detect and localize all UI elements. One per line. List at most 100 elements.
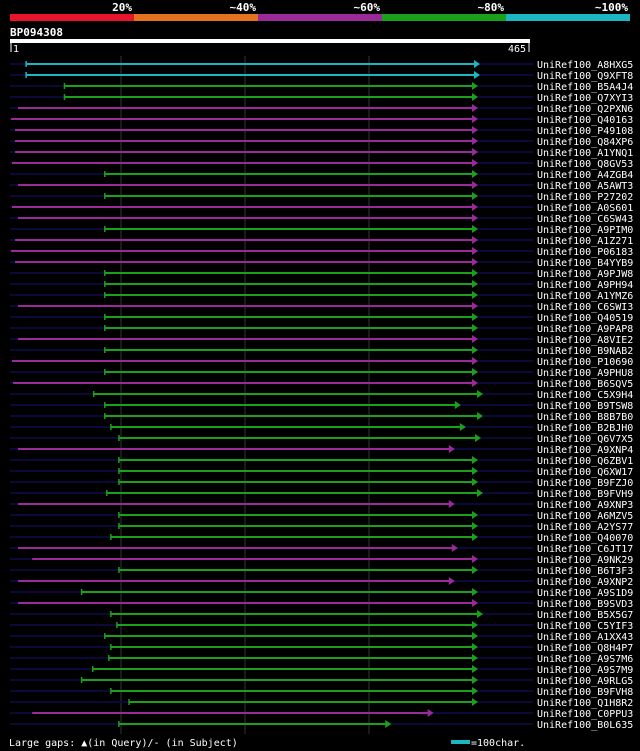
hit-label[interactable]: UniRef100_C5X9H4 (537, 390, 633, 401)
hit-row[interactable]: UniRef100_A9PAP8 (10, 324, 633, 335)
hit-row[interactable]: UniRef100_A9PH94 (10, 280, 633, 291)
hit-row[interactable]: UniRef100_B9FVH9 (10, 489, 633, 500)
hit-row[interactable]: UniRef100_P49108 (10, 126, 633, 137)
hit-row[interactable]: UniRef100_B9FZJ0 (10, 478, 633, 489)
hit-label[interactable]: UniRef100_A1Z271 (537, 236, 633, 247)
hit-row[interactable]: UniRef100_Q6V7X5 (10, 434, 633, 445)
hit-label[interactable]: UniRef100_B9TSW8 (537, 401, 633, 412)
hit-label[interactable]: UniRef100_B6T3F3 (537, 566, 633, 577)
hit-row[interactable]: UniRef100_A9RLG5 (10, 676, 633, 687)
hit-row[interactable]: UniRef100_A0S601 (10, 203, 633, 214)
hit-label[interactable]: UniRef100_B5A4J4 (537, 82, 633, 93)
hit-label[interactable]: UniRef100_A4ZGB4 (537, 170, 633, 181)
hit-label[interactable]: UniRef100_A9PJW8 (537, 269, 633, 280)
hit-row[interactable]: UniRef100_P10690 (10, 357, 633, 368)
hit-label[interactable]: UniRef100_Q8H4P7 (537, 643, 633, 654)
hit-row[interactable]: UniRef100_Q2PXN6 (10, 104, 633, 115)
hit-label[interactable]: UniRef100_B0L635 (537, 720, 633, 731)
hit-label[interactable]: UniRef100_B2BJH0 (537, 423, 633, 434)
hit-row[interactable]: UniRef100_A9S7M9 (10, 665, 633, 676)
hit-label[interactable]: UniRef100_P49108 (537, 126, 633, 137)
hit-row[interactable]: UniRef100_Q1H8R2 (10, 698, 633, 709)
hit-row[interactable]: UniRef100_Q40070 (10, 533, 633, 544)
hit-label[interactable]: UniRef100_B4YYB9 (537, 258, 633, 269)
hit-label[interactable]: UniRef100_C6SWI3 (537, 302, 633, 313)
hit-row[interactable]: UniRef100_Q7XYI3 (10, 93, 633, 104)
hit-label[interactable]: UniRef100_P06183 (537, 247, 633, 258)
hit-row[interactable]: UniRef100_B8B7B0 (10, 412, 633, 423)
hit-row[interactable]: UniRef100_B6T3F3 (10, 566, 633, 577)
hit-label[interactable]: UniRef100_B6SQV5 (537, 379, 633, 390)
hit-row[interactable]: UniRef100_A1YNQ1 (10, 148, 633, 159)
hit-row[interactable]: UniRef100_B9SVD3 (10, 599, 633, 610)
hit-row[interactable]: UniRef100_B9NAB2 (10, 346, 633, 357)
hit-label[interactable]: UniRef100_A2YS77 (537, 522, 633, 533)
hit-row[interactable]: UniRef100_A9PHU8 (10, 368, 633, 379)
hit-row[interactable]: UniRef100_Q6XW17 (10, 467, 633, 478)
hit-row[interactable]: UniRef100_C6SWI3 (10, 302, 633, 313)
hit-row[interactable]: UniRef100_A9XNP3 (10, 500, 633, 511)
hit-label[interactable]: UniRef100_Q40519 (537, 313, 633, 324)
hit-label[interactable]: UniRef100_A9XNP4 (537, 445, 633, 456)
hit-label[interactable]: UniRef100_A9XNP3 (537, 500, 633, 511)
hit-row[interactable]: UniRef100_Q9XFT8 (10, 71, 633, 82)
hit-row[interactable]: UniRef100_C0PPU3 (10, 709, 633, 720)
hit-label[interactable]: UniRef100_A9XNP2 (537, 577, 633, 588)
hit-label[interactable]: UniRef100_A9PH94 (537, 280, 633, 291)
hit-row[interactable]: UniRef100_A8VIE2 (10, 335, 633, 346)
hit-row[interactable]: UniRef100_A5AWT3 (10, 181, 633, 192)
hit-row[interactable]: UniRef100_A6MZV5 (10, 511, 633, 522)
hit-row[interactable]: UniRef100_A1YMZ6 (10, 291, 633, 302)
hit-row[interactable]: UniRef100_P27202 (10, 192, 633, 203)
hit-row[interactable]: UniRef100_B9FVH8 (10, 687, 633, 698)
hit-row[interactable]: UniRef100_A1Z271 (10, 236, 633, 247)
hit-row[interactable]: UniRef100_C5YIF3 (10, 621, 633, 632)
hit-label[interactable]: UniRef100_Q8GV53 (537, 159, 633, 170)
hit-label[interactable]: UniRef100_C0PPU3 (537, 709, 633, 720)
hit-label[interactable]: UniRef100_A9S7M6 (537, 654, 633, 665)
hit-label[interactable]: UniRef100_B9SVD3 (537, 599, 633, 610)
hit-row[interactable]: UniRef100_Q40163 (10, 115, 633, 126)
hit-label[interactable]: UniRef100_Q9XFT8 (537, 71, 633, 82)
hit-label[interactable]: UniRef100_Q6XW17 (537, 467, 633, 478)
hit-label[interactable]: UniRef100_C5YIF3 (537, 621, 633, 632)
hit-row[interactable]: UniRef100_P06183 (10, 247, 633, 258)
hit-label[interactable]: UniRef100_B9FVH9 (537, 489, 633, 500)
hit-label[interactable]: UniRef100_A8VIE2 (537, 335, 633, 346)
hit-row[interactable]: UniRef100_A9S1D9 (10, 588, 633, 599)
hit-label[interactable]: UniRef100_Q1H8R2 (537, 698, 633, 709)
hit-row[interactable]: UniRef100_A1XX43 (10, 632, 633, 643)
hit-row[interactable]: UniRef100_C6SW43 (10, 214, 633, 225)
hit-label[interactable]: UniRef100_P10690 (537, 357, 633, 368)
hit-label[interactable]: UniRef100_B9FZJ0 (537, 478, 633, 489)
hit-label[interactable]: UniRef100_A8HXG5 (537, 60, 633, 71)
hit-row[interactable]: UniRef100_Q6ZBV1 (10, 456, 633, 467)
hit-label[interactable]: UniRef100_A0S601 (537, 203, 633, 214)
hit-row[interactable]: UniRef100_B0L635 (10, 720, 633, 731)
hit-row[interactable]: UniRef100_A9S7M6 (10, 654, 633, 665)
hit-label[interactable]: UniRef100_Q84XP6 (537, 137, 633, 148)
hit-row[interactable]: UniRef100_C6JT17 (10, 544, 633, 555)
hit-row[interactable]: UniRef100_B2BJH0 (10, 423, 633, 434)
hit-label[interactable]: UniRef100_A9S1D9 (537, 588, 633, 599)
hit-label[interactable]: UniRef100_A9RLG5 (537, 676, 633, 687)
hit-label[interactable]: UniRef100_A9PAP8 (537, 324, 633, 335)
hit-row[interactable]: UniRef100_C5X9H4 (10, 390, 633, 401)
hit-label[interactable]: UniRef100_A1YNQ1 (537, 148, 633, 159)
hit-label[interactable]: UniRef100_Q6V7X5 (537, 434, 633, 445)
hit-row[interactable]: UniRef100_A9PJW8 (10, 269, 633, 280)
hit-row[interactable]: UniRef100_A4ZGB4 (10, 170, 633, 181)
hit-row[interactable]: UniRef100_B5X5G7 (10, 610, 633, 621)
hit-label[interactable]: UniRef100_A9PIM0 (537, 225, 633, 236)
hit-label[interactable]: UniRef100_B8B7B0 (537, 412, 633, 423)
hit-label[interactable]: UniRef100_Q7XYI3 (537, 93, 633, 104)
hit-row[interactable]: UniRef100_Q8GV53 (10, 159, 633, 170)
hit-label[interactable]: UniRef100_C6SW43 (537, 214, 633, 225)
hit-label[interactable]: UniRef100_A9PHU8 (537, 368, 633, 379)
hit-row[interactable]: UniRef100_A9NK29 (10, 555, 633, 566)
hit-row[interactable]: UniRef100_Q8H4P7 (10, 643, 633, 654)
hit-row[interactable]: UniRef100_B6SQV5 (10, 379, 633, 390)
hit-label[interactable]: UniRef100_A9NK29 (537, 555, 633, 566)
hit-row[interactable]: UniRef100_A9XNP4 (10, 445, 633, 456)
hit-label[interactable]: UniRef100_Q40070 (537, 533, 633, 544)
